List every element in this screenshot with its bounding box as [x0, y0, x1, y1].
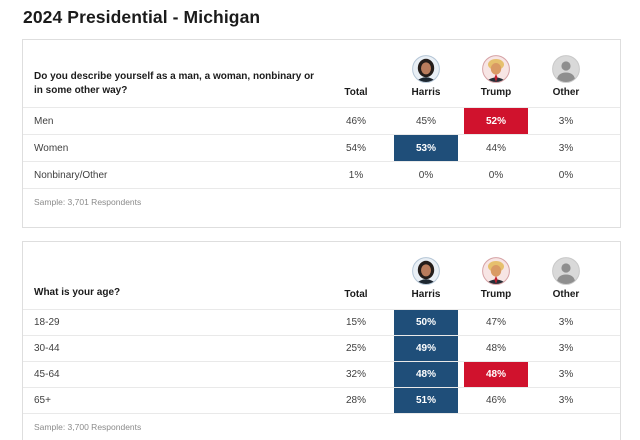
column-total: Total: [321, 289, 391, 300]
row-label: 45-64: [34, 369, 60, 380]
harris-value: 49%: [394, 336, 458, 361]
harris-avatar-icon: [412, 257, 440, 285]
column-harris: Harris: [391, 257, 461, 300]
total-column-label: Total: [344, 289, 368, 300]
other-value: 3%: [558, 343, 574, 354]
row-label: 18-29: [34, 317, 60, 328]
total-column-label: Total: [344, 87, 368, 98]
column-harris: Harris: [391, 55, 461, 98]
question-text: Do you describe yourself as a man, a wom…: [34, 71, 315, 96]
gender-table-card: Do you describe yourself as a man, a wom…: [22, 39, 621, 228]
sample-size-note: Sample: 3,700 Respondents: [23, 413, 620, 440]
row-label: Nonbinary/Other: [34, 169, 108, 181]
trump-avatar-icon: [482, 257, 510, 285]
harris-value: 53%: [394, 135, 458, 161]
total-value: 1%: [348, 169, 364, 181]
trump-avatar-icon: [482, 55, 510, 83]
harris-value: 50%: [394, 310, 458, 335]
trump-value: 48%: [485, 343, 506, 354]
harris-column-label: Harris: [411, 289, 441, 300]
column-total: Total: [321, 87, 391, 98]
other-value: 3%: [558, 317, 574, 328]
harris-value: 0%: [418, 169, 434, 181]
total-value: 32%: [345, 369, 366, 380]
table-row-30-44: 30-44 25% 49% 48% 3%: [23, 335, 620, 361]
age-table-header: What is your age? Total Harris: [23, 242, 620, 309]
table-row-men: Men 46% 45% 52% 3%: [23, 107, 620, 134]
question-text: What is your age?: [34, 287, 121, 298]
trump-column-label: Trump: [480, 289, 512, 300]
other-value: 3%: [558, 369, 574, 380]
harris-value: 48%: [394, 362, 458, 387]
total-value: 54%: [345, 142, 366, 154]
table-row-45-64: 45-64 32% 48% 48% 3%: [23, 361, 620, 387]
column-trump: Trump: [461, 55, 531, 98]
total-value: 28%: [345, 395, 366, 406]
column-other: Other: [531, 55, 601, 98]
harris-value: 45%: [415, 115, 436, 127]
total-value: 46%: [345, 115, 366, 127]
row-label: Men: [34, 115, 54, 127]
trump-value: 48%: [464, 362, 528, 387]
harris-value: 51%: [394, 388, 458, 413]
other-value: 3%: [558, 142, 574, 154]
column-other: Other: [531, 257, 601, 300]
page-title: 2024 Presidential - Michigan: [23, 7, 261, 27]
column-trump: Trump: [461, 257, 531, 300]
row-label: 30-44: [34, 343, 60, 354]
other-value: 3%: [558, 115, 574, 127]
table-row-65-plus: 65+ 28% 51% 46% 3%: [23, 387, 620, 413]
age-table-card: What is your age? Total Harris: [22, 241, 621, 440]
other-column-label: Other: [552, 289, 580, 300]
row-label: Women: [34, 142, 69, 154]
trump-value: 46%: [485, 395, 506, 406]
table-row-18-29: 18-29 15% 50% 47% 3%: [23, 309, 620, 335]
total-value: 25%: [345, 343, 366, 354]
other-value: 0%: [558, 169, 574, 181]
gender-table-header: Do you describe yourself as a man, a wom…: [23, 40, 620, 107]
table-row-nonbinary-other: Nonbinary/Other 1% 0% 0% 0%: [23, 161, 620, 188]
table-row-women: Women 54% 53% 44% 3%: [23, 134, 620, 161]
other-column-label: Other: [552, 87, 580, 98]
sample-size-note: Sample: 3,701 Respondents: [23, 188, 620, 227]
trump-value: 0%: [488, 169, 504, 181]
harris-column-label: Harris: [411, 87, 441, 98]
total-value: 15%: [345, 317, 366, 328]
harris-avatar-icon: [412, 55, 440, 83]
trump-value: 52%: [464, 108, 528, 134]
trump-column-label: Trump: [480, 87, 512, 98]
other-value: 3%: [558, 395, 574, 406]
trump-value: 47%: [485, 317, 506, 328]
other-avatar-icon: [552, 55, 580, 83]
other-avatar-icon: [552, 257, 580, 285]
trump-value: 44%: [485, 142, 506, 154]
row-label: 65+: [34, 395, 51, 406]
